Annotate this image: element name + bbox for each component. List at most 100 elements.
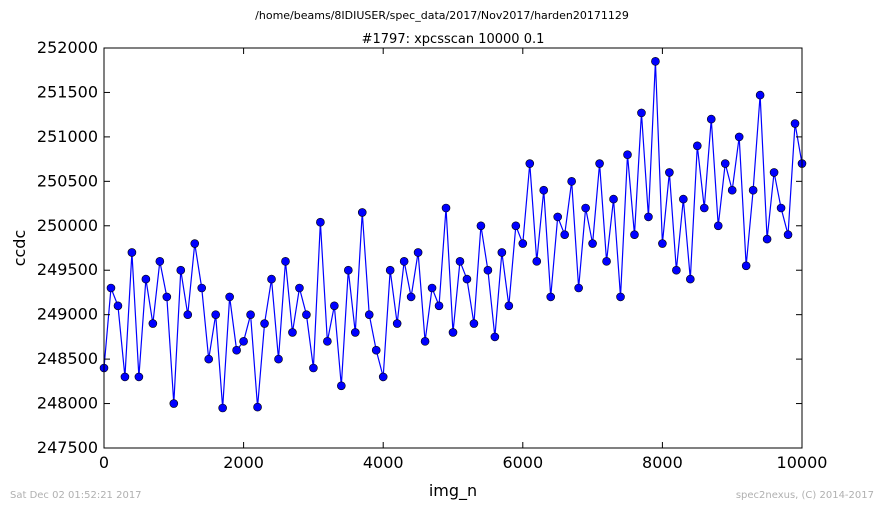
data-point bbox=[106, 283, 116, 293]
x-tick-label: 8000 bbox=[642, 453, 683, 472]
data-point bbox=[330, 301, 339, 311]
data-point bbox=[253, 402, 262, 412]
data-point bbox=[623, 150, 632, 159]
data-point bbox=[692, 141, 702, 151]
data-point bbox=[413, 248, 423, 257]
data-point bbox=[595, 159, 604, 168]
data-point bbox=[378, 372, 388, 382]
data-point bbox=[790, 119, 800, 128]
data-point bbox=[134, 372, 144, 382]
data-point bbox=[113, 301, 123, 311]
data-point bbox=[497, 248, 507, 257]
y-tick-label: 250500 bbox=[37, 171, 98, 190]
data-point bbox=[769, 168, 779, 177]
data-point bbox=[350, 328, 360, 337]
data-point bbox=[246, 310, 255, 319]
y-tick-label: 249500 bbox=[37, 260, 98, 279]
data-point bbox=[483, 265, 493, 275]
data-point bbox=[539, 185, 549, 195]
data-point bbox=[190, 239, 200, 248]
data-point bbox=[616, 292, 625, 302]
data-point bbox=[518, 239, 528, 248]
data-point bbox=[420, 337, 430, 346]
data-point bbox=[441, 203, 451, 213]
data-point bbox=[218, 403, 227, 413]
data-point bbox=[141, 274, 151, 284]
x-tick-label: 2000 bbox=[223, 453, 264, 472]
data-point bbox=[644, 212, 653, 222]
y-tick-label: 252000 bbox=[37, 38, 98, 57]
data-point bbox=[567, 177, 576, 186]
data-point bbox=[211, 310, 220, 319]
data-point bbox=[427, 283, 437, 293]
data-point bbox=[288, 328, 297, 337]
data-point bbox=[713, 221, 723, 231]
data-point bbox=[295, 283, 304, 293]
data-point bbox=[406, 292, 416, 302]
data-point bbox=[225, 292, 234, 302]
data-point bbox=[204, 354, 213, 364]
y-tick-label: 249000 bbox=[37, 305, 98, 324]
data-point bbox=[776, 203, 786, 213]
data-point bbox=[720, 159, 730, 168]
y-tick-label: 248000 bbox=[37, 394, 98, 413]
data-point bbox=[434, 301, 444, 311]
data-point bbox=[672, 265, 681, 275]
data-point bbox=[734, 132, 744, 142]
data-point bbox=[155, 257, 165, 266]
data-point bbox=[309, 363, 318, 373]
data-point bbox=[385, 265, 395, 275]
data-point bbox=[323, 337, 332, 346]
data-point bbox=[357, 208, 367, 217]
y-tick-label: 248500 bbox=[37, 349, 98, 368]
data-point bbox=[197, 283, 207, 293]
data-point bbox=[448, 328, 458, 337]
data-point bbox=[525, 159, 535, 168]
data-point bbox=[630, 230, 639, 239]
data-point bbox=[169, 399, 179, 408]
data-point bbox=[469, 319, 479, 328]
data-point bbox=[281, 257, 290, 266]
data-point bbox=[699, 203, 709, 213]
data-point bbox=[316, 217, 325, 227]
plot-frame bbox=[103, 47, 803, 449]
data-point bbox=[706, 114, 716, 124]
data-point bbox=[581, 203, 590, 213]
data-point bbox=[504, 301, 514, 311]
data-point bbox=[602, 257, 611, 266]
data-point bbox=[748, 185, 758, 195]
data-point bbox=[741, 261, 751, 271]
data-point bbox=[260, 319, 269, 328]
y-tick-label: 251000 bbox=[37, 127, 98, 146]
data-point bbox=[658, 239, 667, 248]
data-point bbox=[267, 274, 276, 284]
data-point bbox=[274, 354, 283, 364]
data-point bbox=[148, 319, 158, 328]
data-point bbox=[762, 234, 772, 244]
data-point bbox=[232, 345, 241, 355]
data-point bbox=[337, 381, 346, 391]
data-point bbox=[455, 257, 465, 266]
y-axis: 247500 248000 248500 249000 249500 250000 2505… bbox=[37, 38, 802, 457]
data-point bbox=[609, 194, 618, 204]
data-point bbox=[364, 310, 374, 319]
x-tick-label: 6000 bbox=[502, 453, 543, 472]
data-point bbox=[546, 292, 556, 302]
data-point bbox=[588, 239, 597, 248]
data-point bbox=[755, 90, 765, 100]
data-point bbox=[665, 168, 674, 177]
plot-area: 0 2000 4000 6000 8000 10000 247500 248000 24850… bbox=[37, 38, 828, 472]
figure-suptitle: /home/beams/8IDIUSER/spec_data/2017/Nov2… bbox=[255, 9, 629, 22]
data-point bbox=[574, 283, 583, 293]
data-point bbox=[392, 319, 402, 328]
data-point bbox=[511, 221, 521, 231]
data-point bbox=[727, 185, 737, 195]
x-tick-label: 0 bbox=[99, 453, 109, 472]
footer-timestamp: Sat Dec 02 01:52:21 2017 bbox=[10, 490, 142, 501]
y-tick-label: 247500 bbox=[37, 438, 98, 457]
data-point bbox=[162, 292, 172, 302]
chart-title: #1797: xpcsscan 10000 0.1 bbox=[362, 32, 545, 47]
x-axis: 0 2000 4000 6000 8000 10000 bbox=[99, 48, 827, 472]
data-point bbox=[120, 372, 130, 382]
y-tick-label: 251500 bbox=[37, 82, 98, 101]
